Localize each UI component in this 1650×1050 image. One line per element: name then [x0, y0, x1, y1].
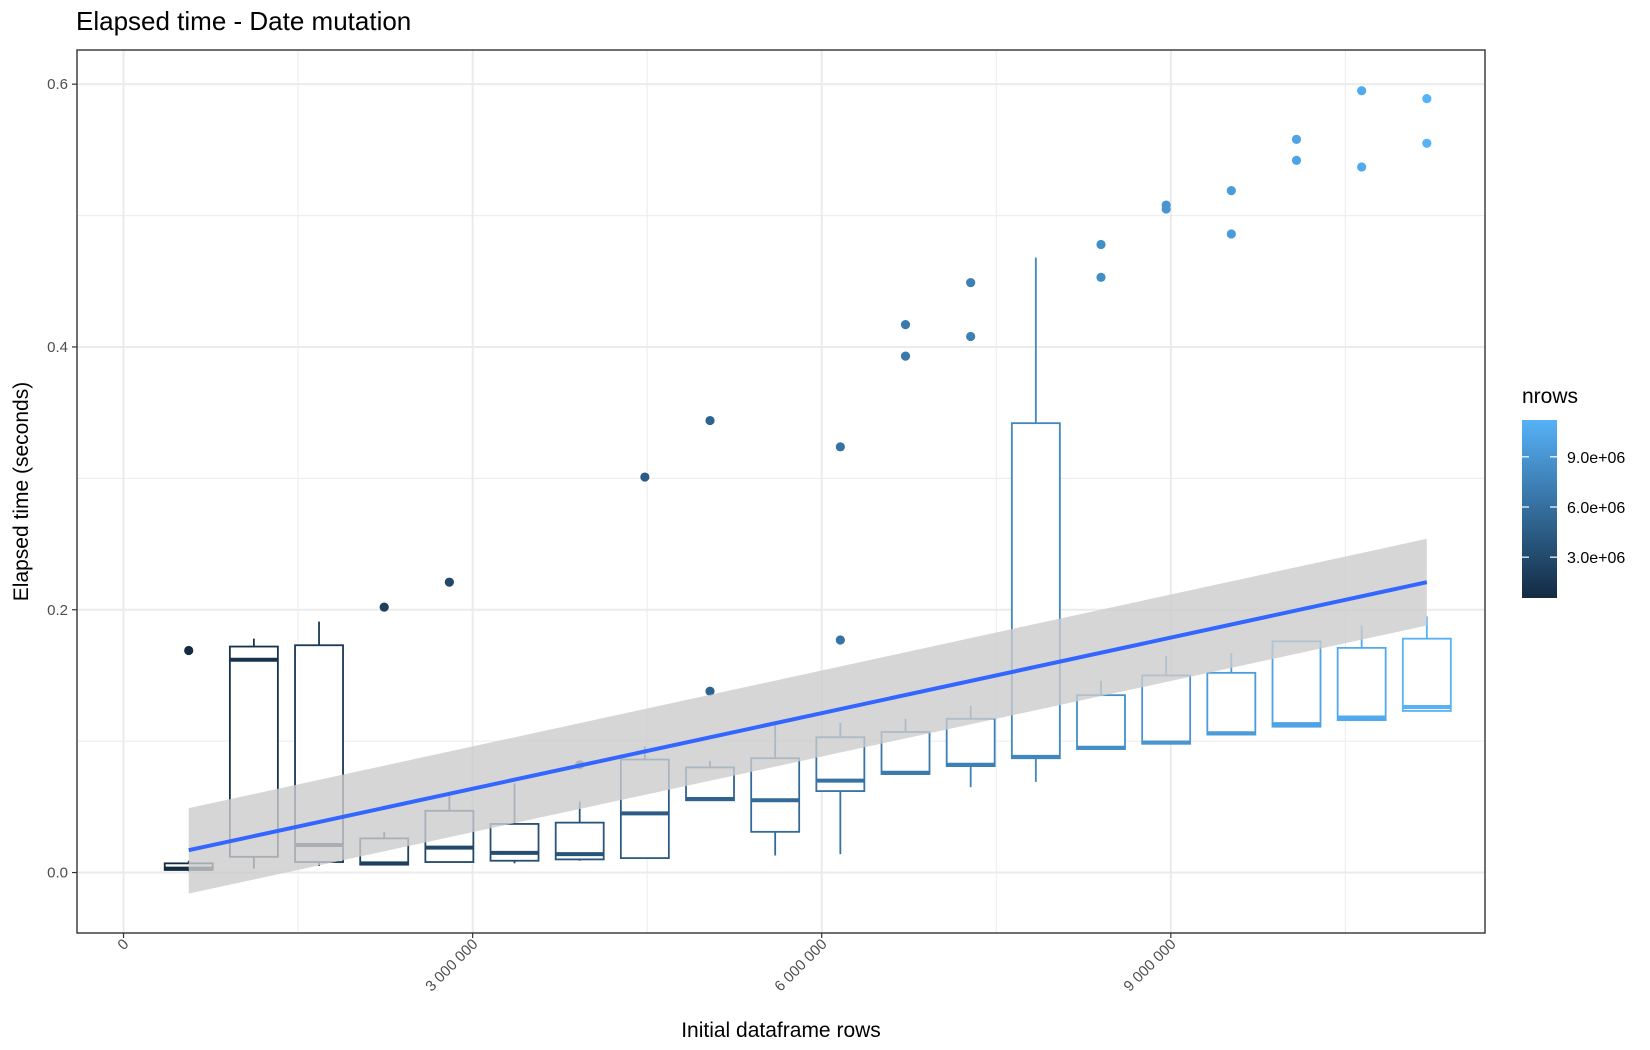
panel-border: [76, 49, 1486, 934]
legend-tick-label: 3.0e+06: [1567, 550, 1625, 567]
legend-title: nrows: [1522, 385, 1578, 408]
y-tick-label: 0.0: [47, 865, 68, 882]
box-outlier: [1161, 200, 1171, 210]
box-outlier: [900, 320, 911, 330]
y-tick-label: 0.6: [47, 76, 68, 93]
box-outlier: [1096, 239, 1106, 250]
box-outlier: [966, 277, 976, 288]
box-outlier: [184, 645, 194, 656]
box-outlier: [835, 635, 845, 645]
legend: nrows 3.0e+06 6.0e+06 9.0e+06: [1522, 385, 1625, 598]
box-outlier: [1422, 138, 1432, 148]
legend-colorbar: [1522, 420, 1557, 598]
legend-tick-label: 6.0e+06: [1567, 500, 1625, 517]
box-outlier: [900, 351, 911, 361]
box-outlier: [1291, 134, 1302, 144]
x-axis-title: Initial dataframe rows: [681, 1019, 881, 1042]
box-group: [489, 783, 540, 864]
box-outlier: [835, 442, 845, 452]
box-body: [1401, 637, 1452, 712]
box-outlier: [444, 577, 454, 587]
box-group: [880, 320, 931, 775]
box-group: [1206, 185, 1257, 736]
box-outlier: [1096, 272, 1106, 282]
box-body: [1141, 674, 1192, 745]
box-outlier: [1422, 94, 1432, 104]
box-outlier: [1357, 162, 1367, 172]
box-group: [750, 721, 801, 856]
box-outlier: [1226, 185, 1236, 196]
box-outlier: [966, 331, 976, 342]
y-axis-title: Elapsed time (seconds): [10, 382, 33, 601]
box-body: [1336, 646, 1387, 722]
box-group: [554, 760, 605, 861]
box-group: [1401, 94, 1452, 712]
trend-line: [188, 580, 1428, 853]
box-outlier: [705, 686, 715, 696]
chart-title: Elapsed time - Date mutation: [76, 6, 411, 36]
box-outlier: [705, 415, 715, 426]
y-tick-label: 0.4: [47, 339, 68, 356]
plot-area: 0.00.20.40.60 3 000 000 6 000 000 9 000 000: [47, 49, 1486, 995]
box-body: [1076, 694, 1126, 750]
box-group: [1336, 86, 1387, 722]
box-outlier: [1357, 86, 1367, 96]
box-outlier: [379, 602, 389, 612]
box-group: [945, 277, 996, 788]
legend-tick-label: 9.0e+06: [1567, 450, 1625, 467]
box-body: [1206, 671, 1257, 736]
box-body: [489, 823, 540, 862]
y-tick-label: 0.2: [47, 602, 68, 619]
box-outlier: [640, 472, 650, 482]
box-outlier: [1226, 229, 1236, 239]
box-body: [750, 757, 801, 833]
box-outlier: [1291, 155, 1302, 165]
